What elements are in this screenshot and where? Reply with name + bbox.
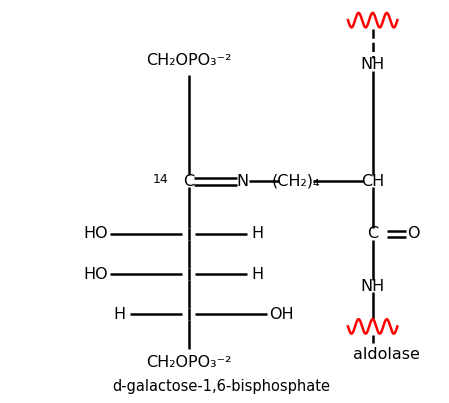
- Text: CH₂OPO₃⁻²: CH₂OPO₃⁻²: [146, 355, 231, 370]
- Text: 14: 14: [153, 173, 168, 186]
- Text: HO: HO: [83, 266, 108, 282]
- Text: d-galactose-1,6-bisphosphate: d-galactose-1,6-bisphosphate: [112, 379, 330, 395]
- Text: O: O: [407, 226, 419, 241]
- Text: N: N: [236, 174, 249, 189]
- Text: H: H: [251, 226, 264, 241]
- Text: H: H: [114, 307, 126, 322]
- Text: aldolase: aldolase: [353, 347, 419, 362]
- Text: H: H: [251, 266, 264, 282]
- Text: C: C: [183, 174, 194, 189]
- Text: NH: NH: [361, 57, 385, 72]
- Text: NH: NH: [361, 278, 385, 294]
- Text: HO: HO: [83, 226, 108, 241]
- Text: CH₂OPO₃⁻²: CH₂OPO₃⁻²: [146, 53, 231, 68]
- Text: OH: OH: [269, 307, 294, 322]
- Text: CH: CH: [361, 174, 384, 189]
- Text: C: C: [367, 226, 378, 241]
- Text: (CH₂)₄: (CH₂)₄: [272, 174, 321, 189]
